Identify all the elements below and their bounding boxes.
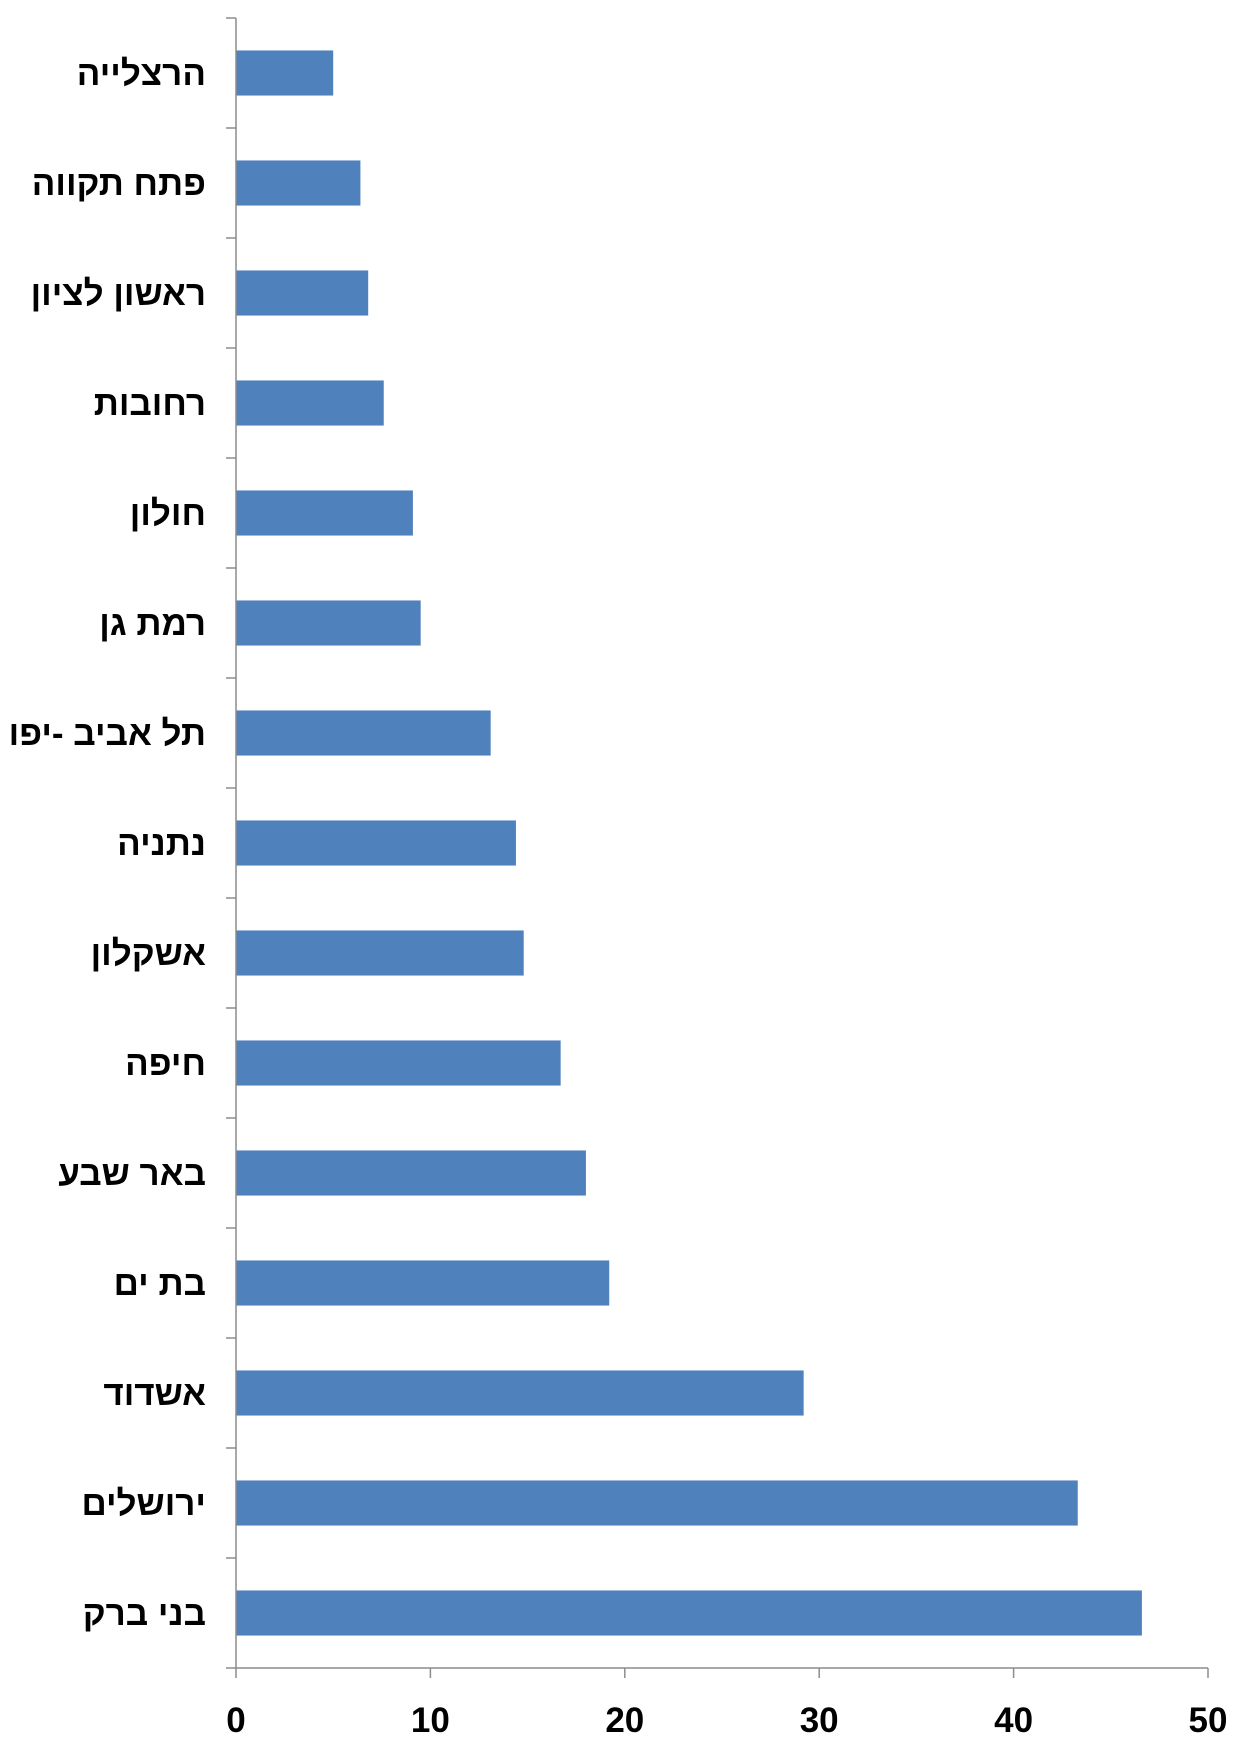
category-label-3: רחובות bbox=[94, 384, 206, 423]
category-label-9: חיפה bbox=[125, 1044, 206, 1083]
x-tick-label-0: 0 bbox=[226, 1701, 245, 1740]
category-label-4: חולון bbox=[130, 494, 206, 533]
x-tick-label-1: 10 bbox=[411, 1701, 450, 1740]
category-label-14: בני ברק bbox=[83, 1594, 206, 1633]
category-label-10: באר שבע bbox=[58, 1154, 206, 1193]
x-tick-label-5: 50 bbox=[1189, 1701, 1228, 1740]
bar-0 bbox=[236, 50, 334, 96]
category-label-2: ראשון לציון bbox=[31, 274, 206, 313]
x-tick-label-3: 30 bbox=[800, 1701, 839, 1740]
bar-11 bbox=[236, 1260, 610, 1306]
bar-8 bbox=[236, 930, 524, 976]
category-label-11: בת ים bbox=[114, 1264, 206, 1303]
category-label-13: ירושלים bbox=[81, 1484, 206, 1523]
category-label-1: פתח תקווה bbox=[32, 164, 206, 203]
bar-2 bbox=[236, 270, 369, 316]
bar-5 bbox=[236, 600, 421, 646]
bar-14 bbox=[236, 1590, 1142, 1636]
bar-13 bbox=[236, 1480, 1078, 1526]
category-label-5: רמת גן bbox=[99, 604, 206, 643]
bar-3 bbox=[236, 380, 384, 426]
category-label-0: הרצלייה bbox=[77, 54, 206, 93]
bar-10 bbox=[236, 1150, 586, 1196]
bar-1 bbox=[236, 160, 361, 206]
bar-9 bbox=[236, 1040, 561, 1086]
bar-4 bbox=[236, 490, 413, 536]
bar-6 bbox=[236, 710, 491, 756]
bar-7 bbox=[236, 820, 516, 866]
category-label-12: אשדוד bbox=[103, 1374, 206, 1413]
axes-layer bbox=[226, 17, 1209, 1678]
x-tick-label-4: 40 bbox=[994, 1701, 1033, 1740]
category-label-8: אשקלון bbox=[91, 934, 206, 973]
category-label-6: תל אביב -יפו bbox=[9, 714, 206, 753]
x-tick-label-2: 20 bbox=[605, 1701, 644, 1740]
labels-layer: הרצלייה פתח תקווה ראשון לציון רחובות חולון רמ… bbox=[9, 54, 1228, 1740]
category-label-7: נתניה bbox=[117, 824, 206, 863]
bar-12 bbox=[236, 1370, 804, 1416]
bars-layer bbox=[236, 50, 1142, 1636]
